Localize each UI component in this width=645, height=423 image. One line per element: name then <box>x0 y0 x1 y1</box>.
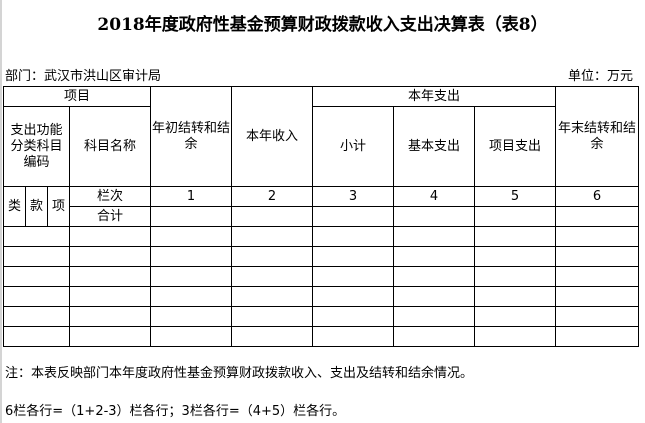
data-cell[interactable] <box>312 266 395 287</box>
header-begin-balance: 年初结转和结余 <box>150 86 233 187</box>
data-cell[interactable] <box>150 266 233 287</box>
table-row <box>3 306 640 327</box>
data-cell[interactable] <box>231 326 314 347</box>
unit-label: 单位：万元 <box>567 69 633 84</box>
row-header-strip <box>0 0 2 423</box>
data-cell[interactable] <box>474 266 557 287</box>
data-cell[interactable] <box>555 266 640 287</box>
data-cell[interactable] <box>231 306 314 327</box>
data-cell[interactable] <box>393 306 476 327</box>
header-subtotal: 小计 <box>312 106 395 187</box>
data-cell[interactable] <box>231 226 314 247</box>
data-cell[interactable] <box>393 246 476 267</box>
note-2: 6栏各行=（1+2-3）栏各行；3栏各行=（4+5）栏各行。 <box>5 404 346 419</box>
total-cell[interactable] <box>231 206 314 227</box>
data-cell[interactable] <box>474 326 557 347</box>
data-cell[interactable] <box>393 266 476 287</box>
table-row <box>3 266 640 287</box>
data-cell[interactable] <box>231 246 314 267</box>
note-1: 注：本表反映部门本年度政府性基金预算财政拨款收入、支出及结转和结余情况。 <box>5 366 474 381</box>
data-cell[interactable] <box>231 266 314 287</box>
total-cell[interactable] <box>474 206 557 227</box>
data-cell[interactable] <box>150 306 233 327</box>
data-cell[interactable] <box>68 326 152 347</box>
total-cell[interactable] <box>555 206 640 227</box>
header-expense: 本年支出 <box>312 86 557 107</box>
data-cell[interactable] <box>555 306 640 327</box>
data-cell[interactable] <box>150 226 233 247</box>
header-project: 项目 <box>2 86 152 107</box>
code-cell[interactable] <box>3 226 70 247</box>
table-row <box>3 286 640 307</box>
header-income: 本年收入 <box>231 86 314 187</box>
total-cell[interactable] <box>312 206 395 227</box>
data-cell[interactable] <box>312 286 395 307</box>
header-kuan: 款 <box>25 186 48 227</box>
total-label: 合计 <box>68 206 152 227</box>
table-row <box>3 326 640 347</box>
data-cell[interactable] <box>312 326 395 347</box>
code-cell[interactable] <box>3 326 70 347</box>
table-row <box>3 226 640 247</box>
data-cell[interactable] <box>474 246 557 267</box>
header-code: 支出功能分类科目编码 <box>3 106 70 187</box>
data-cell[interactable] <box>231 286 314 307</box>
data-cell[interactable] <box>68 306 152 327</box>
data-cell[interactable] <box>474 286 557 307</box>
header-lei: 类 <box>3 186 26 227</box>
col-number: 1 <box>150 186 233 207</box>
total-cell[interactable] <box>150 206 233 227</box>
code-cell[interactable] <box>3 286 70 307</box>
data-cell[interactable] <box>312 246 395 267</box>
col-number: 5 <box>474 186 557 207</box>
data-cell[interactable] <box>312 306 395 327</box>
code-cell[interactable] <box>3 306 70 327</box>
data-cell[interactable] <box>393 286 476 307</box>
header-basic: 基本支出 <box>393 106 476 187</box>
data-cell[interactable] <box>68 246 152 267</box>
data-cell[interactable] <box>150 286 233 307</box>
header-subject-name: 科目名称 <box>68 106 152 187</box>
budget-table: 项目 年初结转和结余 本年收入 本年支出 年末结转和结余 支出功能分类科目编码 … <box>2 86 640 347</box>
data-cell[interactable] <box>393 326 476 347</box>
data-cell[interactable] <box>474 226 557 247</box>
data-cell[interactable] <box>474 306 557 327</box>
data-cell[interactable] <box>68 286 152 307</box>
header-end-balance: 年末结转和结余 <box>555 86 640 187</box>
header-project-expense: 项目支出 <box>474 106 557 187</box>
data-cell[interactable] <box>68 266 152 287</box>
data-cell[interactable] <box>555 246 640 267</box>
data-cell[interactable] <box>150 326 233 347</box>
data-cell[interactable] <box>555 286 640 307</box>
page-title: 2018年度政府性基金预算财政拨款收入支出决算表（表8） <box>97 15 548 35</box>
column-order-label: 栏次 <box>68 186 152 207</box>
department-label: 部门：武汉市洪山区审计局 <box>5 69 162 84</box>
col-number: 2 <box>231 186 314 207</box>
col-number: 6 <box>555 186 640 207</box>
table-row <box>3 246 640 267</box>
data-cell[interactable] <box>68 226 152 247</box>
data-cell[interactable] <box>393 226 476 247</box>
header-xiang: 项 <box>47 186 70 227</box>
col-number: 4 <box>393 186 476 207</box>
data-cell[interactable] <box>555 226 640 247</box>
code-cell[interactable] <box>3 246 70 267</box>
col-number: 3 <box>312 186 395 207</box>
total-cell[interactable] <box>393 206 476 227</box>
data-cell[interactable] <box>312 226 395 247</box>
code-cell[interactable] <box>3 266 70 287</box>
data-cell[interactable] <box>555 326 640 347</box>
data-cell[interactable] <box>150 246 233 267</box>
